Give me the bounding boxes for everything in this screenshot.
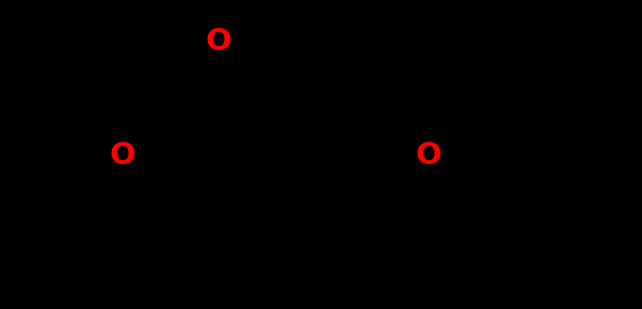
Text: O: O — [205, 28, 231, 57]
Text: O: O — [109, 141, 135, 170]
Text: O: O — [415, 141, 441, 170]
